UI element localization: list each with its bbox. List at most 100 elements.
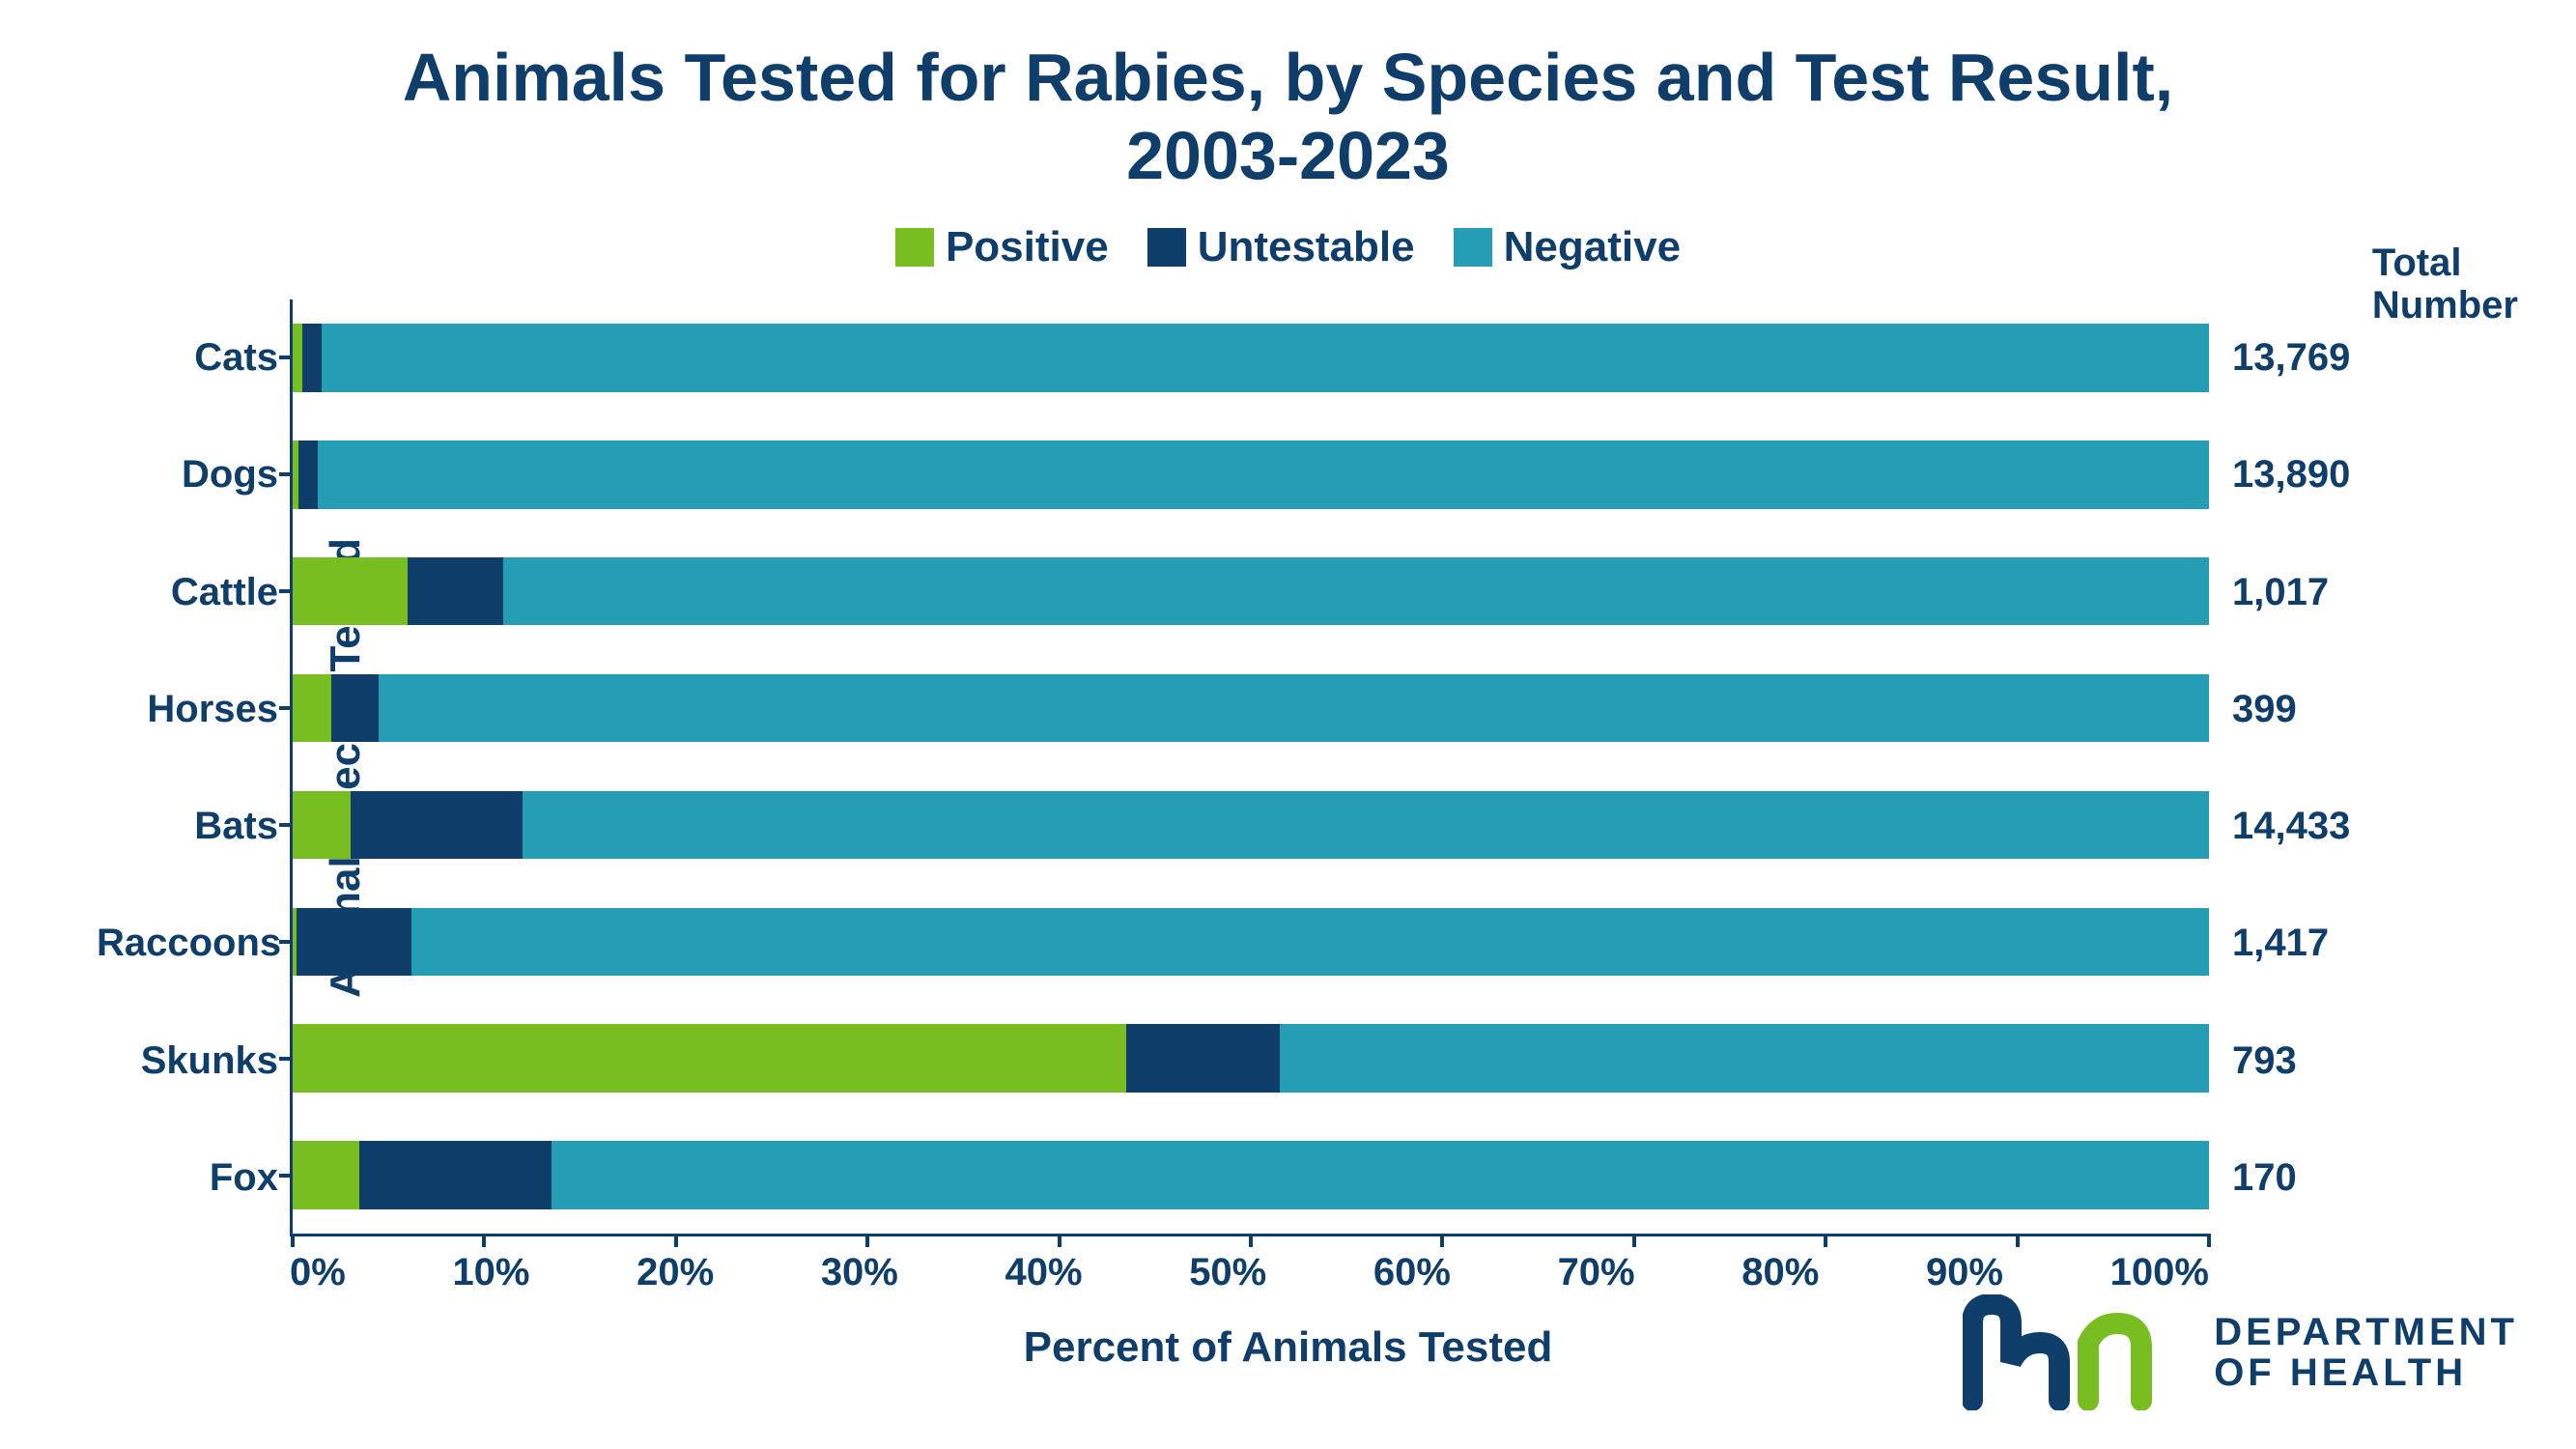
bar-segment-negative [552,1141,2209,1209]
branding-text: DEPARTMENT OF HEALTH [2214,1312,2518,1393]
y-tick-label: Dogs [97,453,290,497]
legend-item: Positive [895,223,1109,271]
x-tick-mark [2016,1234,2020,1247]
title-line-1: Animals Tested for Rabies, by Species an… [403,40,2174,115]
bar-segment-positive [293,1141,359,1209]
x-tick-labels: 0%10%20%30%40%50%60%70%80%90%100% [290,1251,2209,1294]
bar-segment-untestable [408,557,503,626]
bar-row [293,650,2209,767]
total-value: 793 [2232,1039,2383,1083]
bar-segment-positive [293,324,302,392]
chart-title: Animals Tested for Rabies, by Species an… [0,0,2576,194]
branding-line1: DEPARTMENT [2214,1311,2518,1353]
x-tick-label: 50% [1189,1251,1266,1294]
totals-column-header: Total Number [2372,242,2518,327]
y-tick-mark [279,355,293,359]
bar-row [293,416,2209,533]
x-tick-label: 90% [1926,1251,2003,1294]
totals-column: 13,769 13,890 1,017 399 14,433 1,417 793 170 [2209,299,2383,1236]
total-value: 1,417 [2232,922,2383,965]
x-tick-mark [482,1234,486,1247]
bar-segment-untestable [297,908,411,977]
total-value: 14,433 [2232,805,2383,848]
x-tick-mark [291,1234,295,1247]
y-tick-mark [279,1057,293,1061]
bar-track [293,791,2209,860]
total-value: 399 [2232,688,2383,731]
total-value: 1,017 [2232,571,2383,614]
y-tick-label: Raccoons [97,922,290,965]
legend-swatch [895,228,934,267]
legend-swatch [1454,228,1492,267]
totals-header-line1: Total [2372,242,2462,284]
mn-logo-icon [1963,1294,2194,1410]
bar-segment-positive [293,1024,1126,1093]
y-tick-mark [279,589,293,593]
branding-line2: OF HEALTH [2214,1351,2467,1394]
bar-track [293,1141,2209,1209]
bar-segment-untestable [298,440,318,509]
y-tick-mark [279,1174,293,1178]
bar-segment-positive [293,557,408,626]
y-tick-label: Fox [97,1156,290,1200]
bar-segment-negative [318,440,2209,509]
y-tick-label: Horses [97,688,290,731]
bar-segment-untestable [302,324,322,392]
bar-segment-positive [293,674,331,743]
bar-row [293,767,2209,884]
bar-row [293,883,2209,1000]
legend-swatch [1147,228,1186,267]
legend-label: Negative [1504,223,1681,271]
bar-segment-negative [379,674,2209,743]
bar-segment-positive [293,791,351,860]
y-tick-mark [279,472,293,476]
bar-track [293,440,2209,509]
branding: DEPARTMENT OF HEALTH [1963,1294,2518,1410]
bar-row [293,299,2209,416]
y-tick-label: Cattle [97,571,290,614]
chart-area: Animal Species Tested CatsDogsCattleHors… [97,299,2383,1236]
x-tick-label: 60% [1373,1251,1451,1294]
x-tick-label: 0% [290,1251,346,1294]
bar-segment-untestable [351,791,524,860]
x-tick-label: 30% [821,1251,898,1294]
legend-label: Untestable [1198,223,1415,271]
bar-segment-negative [1280,1024,2209,1093]
bar-track [293,674,2209,743]
x-tick-mark [674,1234,678,1247]
legend-item: Untestable [1147,223,1415,271]
x-tick-mark [1824,1234,1827,1247]
bar-track [293,1024,2209,1093]
x-tick-label: 80% [1741,1251,1819,1294]
bar-segment-negative [503,557,2209,626]
x-tick-mark [1440,1234,1444,1247]
bar-segment-negative [411,908,2209,977]
y-tick-label: Skunks [97,1039,290,1083]
x-tick-label: 100% [2110,1251,2209,1294]
bar-row [293,533,2209,650]
bar-segment-untestable [359,1141,551,1209]
y-tick-label: Cats [97,336,290,380]
legend-item: Negative [1454,223,1681,271]
y-tick-mark [279,823,293,827]
total-value: 13,890 [2232,453,2383,497]
total-value: 170 [2232,1156,2383,1200]
title-line-2: 2003-2023 [1126,118,1450,193]
bar-track [293,557,2209,626]
x-tick-mark [1058,1234,1062,1247]
x-tick-label: 40% [1005,1251,1083,1294]
x-tick-mark [865,1234,869,1247]
legend-label: Positive [946,223,1109,271]
chart-legend: Positive Untestable Negative [0,223,2576,271]
bar-row [293,1000,2209,1117]
bar-row [293,1117,2209,1234]
x-tick-mark [2207,1234,2211,1247]
y-tick-mark [279,940,293,944]
x-tick-label: 70% [1558,1251,1635,1294]
totals-header-line2: Number [2372,284,2518,327]
bar-segment-untestable [331,674,380,743]
plot-area [290,299,2209,1236]
x-tick-label: 20% [637,1251,714,1294]
bar-segment-negative [322,324,2209,392]
total-value: 13,769 [2232,336,2383,380]
